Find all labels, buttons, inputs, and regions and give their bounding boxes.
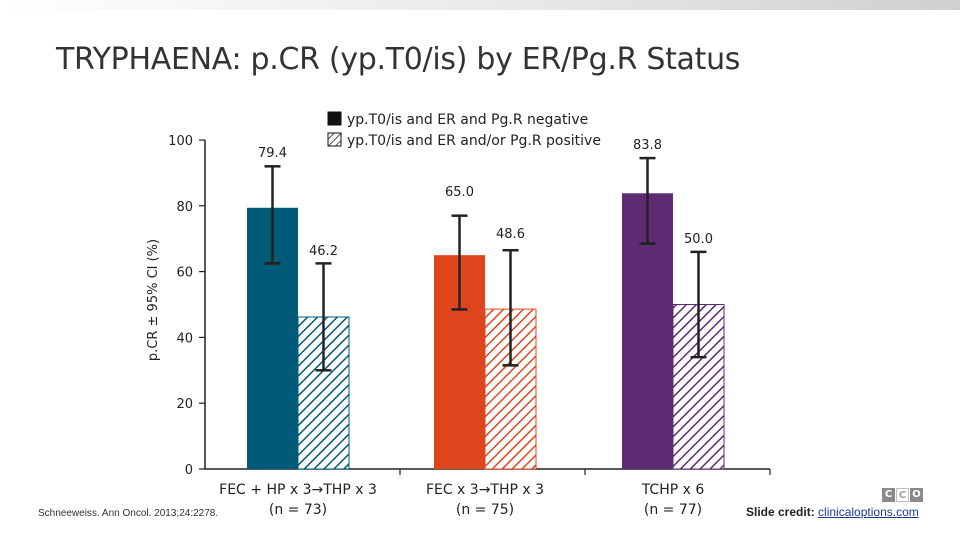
logo-letter-1: C	[882, 488, 895, 502]
data-label: 48.6	[496, 227, 525, 242]
citation: Schneeweiss. Ann Oncol. 2013;24:2278.	[38, 508, 219, 519]
category-label-line1: TCHP x 6	[641, 482, 705, 498]
category-label-line1: FEC + HP x 3→THP x 3	[219, 482, 377, 498]
slide-credit: Slide credit: clinicaloptions.com	[746, 505, 919, 519]
data-label: 83.8	[633, 138, 662, 153]
cco-logo: C C O	[882, 488, 926, 502]
y-tick-label: 40	[176, 331, 193, 346]
category-label-line2: (n = 75)	[456, 502, 514, 518]
category-label-line1: FEC x 3→THP x 3	[426, 482, 544, 498]
legend-label-solid: yp.T0/is and ER and Pg.R negative	[347, 112, 588, 128]
credit-label: Slide credit:	[746, 505, 815, 519]
top-gradient-bar	[0, 0, 960, 10]
y-tick-label: 100	[168, 134, 193, 149]
y-tick-label: 20	[176, 397, 193, 412]
logo-letter-2: C	[896, 488, 909, 502]
data-label: 65.0	[445, 185, 474, 200]
data-label: 46.2	[309, 244, 338, 259]
y-tick-label: 80	[176, 200, 193, 215]
category-label-line2: (n = 73)	[269, 502, 327, 518]
legend-swatch-solid	[327, 111, 342, 126]
logo-letter-3: O	[910, 488, 923, 502]
y-tick-label: 60	[176, 266, 193, 281]
legend-label-hatched: yp.T0/is and ER and/or Pg.R positive	[347, 133, 601, 149]
data-label: 50.0	[684, 232, 713, 247]
slide-title: TRYPHAENA: p.CR (yp.T0/is) by ER/Pg.R St…	[56, 42, 741, 77]
data-label: 79.4	[258, 146, 287, 161]
legend-swatch-hatched	[327, 132, 342, 147]
category-label-line2: (n = 77)	[644, 502, 702, 518]
y-tick-label: 0	[185, 463, 193, 478]
y-axis-label: p.CR ± 95% CI (%)	[146, 239, 161, 361]
credit-link[interactable]: clinicaloptions.com	[818, 505, 919, 519]
